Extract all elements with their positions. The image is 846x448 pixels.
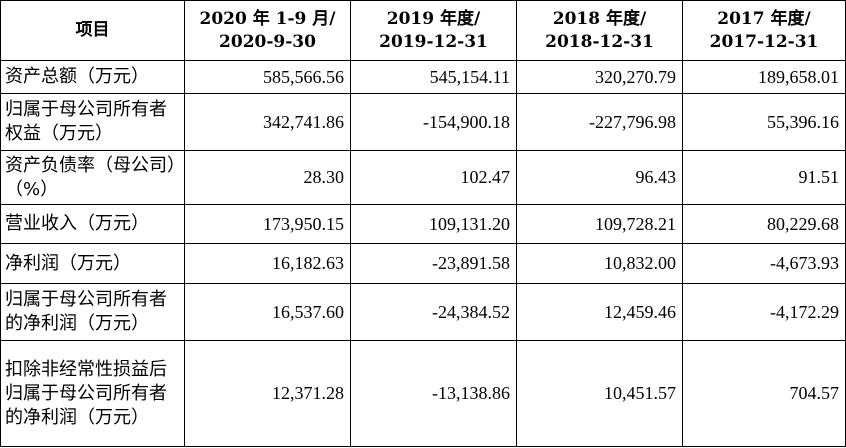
row-label: 归属于母公司所有者的净利润（万元） — [0, 283, 185, 341]
table-row: 营业收入（万元） 173,950.15 109,131.20 109,728.2… — [0, 204, 846, 244]
table-row: 归属于母公司所有者的净利润（万元） 16,537.60 -24,384.52 1… — [0, 283, 846, 341]
header-row: 项目 2020 年 1-9 月/ 2020-9-30 2019 年度/ 2019… — [0, 0, 846, 61]
table-row: 资产总额（万元） 585,566.56 545,154.11 320,270.7… — [0, 60, 846, 94]
row-label: 资产总额（万元） — [0, 60, 185, 94]
cell-value: 320,270.79 — [516, 60, 683, 94]
cell-value: -24,384.52 — [350, 283, 517, 341]
cell-value: -4,673.93 — [682, 243, 846, 284]
cell-value: -13,138.86 — [350, 340, 517, 447]
header-2017: 2017 年度/ 2017-12-31 — [682, 0, 846, 61]
cell-value: 109,131.20 — [350, 204, 517, 244]
row-label: 资产负债率（母公司）（%） — [0, 150, 185, 205]
cell-value: 704.57 — [682, 340, 846, 447]
cell-value: 189,658.01 — [682, 60, 846, 94]
cell-value: 585,566.56 — [184, 60, 351, 94]
cell-value: 91.51 — [682, 150, 846, 205]
cell-value: 12,371.28 — [184, 340, 351, 447]
cell-value: 16,537.60 — [184, 283, 351, 341]
cell-value: -23,891.58 — [350, 243, 517, 284]
cell-value: 102.47 — [350, 150, 517, 205]
cell-value: 12,459.46 — [516, 283, 683, 341]
header-2020: 2020 年 1-9 月/ 2020-9-30 — [184, 0, 351, 61]
table-row: 资产负债率（母公司）（%） 28.30 102.47 96.43 91.51 — [0, 150, 846, 205]
header-item: 项目 — [0, 0, 185, 61]
table-row: 净利润（万元） 16,182.63 -23,891.58 10,832.00 -… — [0, 243, 846, 284]
cell-value: 10,451.57 — [516, 340, 683, 447]
row-label: 扣除非经常性损益后归属于母公司所有者的净利润（万元） — [0, 340, 185, 447]
row-label: 营业收入（万元） — [0, 204, 185, 244]
cell-value: 10,832.00 — [516, 243, 683, 284]
cell-value: -227,796.98 — [516, 93, 683, 151]
cell-value: -4,172.29 — [682, 283, 846, 341]
row-label: 归属于母公司所有者权益（万元） — [0, 93, 185, 151]
cell-value: 342,741.86 — [184, 93, 351, 151]
cell-value: 173,950.15 — [184, 204, 351, 244]
cell-value: 545,154.11 — [350, 60, 517, 94]
cell-value: 16,182.63 — [184, 243, 351, 284]
cell-value: 55,396.16 — [682, 93, 846, 151]
cell-value: 109,728.21 — [516, 204, 683, 244]
cell-value: 96.43 — [516, 150, 683, 205]
header-2019: 2019 年度/ 2019-12-31 — [350, 0, 517, 61]
cell-value: -154,900.18 — [350, 93, 517, 151]
table-row: 归属于母公司所有者权益（万元） 342,741.86 -154,900.18 -… — [0, 93, 846, 151]
cell-value: 28.30 — [184, 150, 351, 205]
cell-value: 80,229.68 — [682, 204, 846, 244]
row-label: 净利润（万元） — [0, 243, 185, 284]
table-row: 扣除非经常性损益后归属于母公司所有者的净利润（万元） 12,371.28 -13… — [0, 340, 846, 447]
header-2018: 2018 年度/ 2018-12-31 — [516, 0, 683, 61]
